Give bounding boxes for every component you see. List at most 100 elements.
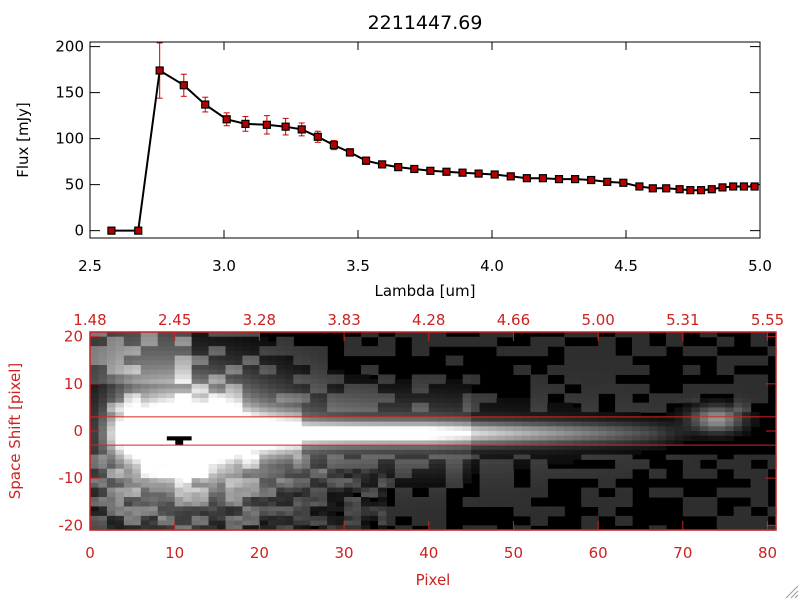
image-pixel: [691, 421, 701, 427]
image-pixel: [115, 464, 125, 470]
image-pixel: [682, 426, 692, 432]
image-pixel: [411, 454, 421, 460]
image-pixel: [411, 336, 421, 343]
image-pixel: [377, 464, 388, 470]
image-pixel: [725, 365, 735, 371]
image-pixel: [682, 398, 692, 404]
image-pixel: [572, 440, 582, 446]
image-pixel: [462, 445, 472, 451]
image-pixel: [327, 511, 337, 517]
image-pixel: [682, 464, 692, 470]
image-pixel: [242, 360, 252, 366]
image-pixel: [123, 501, 133, 508]
image-pixel: [615, 515, 625, 522]
image-pixel: [454, 435, 464, 442]
image-pixel: [742, 374, 752, 380]
image-pixel: [665, 492, 675, 498]
image-pixel: [437, 379, 447, 385]
image-pixel: [725, 487, 735, 493]
image-pixel: [183, 473, 193, 479]
image-pixel: [267, 520, 277, 526]
image-pixel: [90, 416, 100, 423]
image-pixel: [98, 525, 108, 531]
image-pixel: [344, 468, 354, 475]
image-pixel: [301, 360, 311, 366]
image-pixel: [200, 412, 210, 418]
image-pixel: [123, 511, 133, 517]
image-pixel: [301, 473, 311, 479]
image-pixel: [225, 501, 235, 508]
image-pixel: [369, 440, 379, 446]
image-pixel: [284, 473, 294, 479]
image-pixel: [564, 468, 574, 475]
image-pixel: [166, 464, 176, 470]
image-pixel: [682, 497, 692, 503]
image-pixel: [276, 435, 286, 442]
image-pixel: [496, 482, 506, 489]
image-pixel: [327, 515, 337, 522]
image-pixel: [428, 511, 438, 517]
image-pixel: [276, 360, 286, 366]
image-pixel: [327, 383, 337, 390]
image-pixel: [750, 341, 760, 347]
image-pixel: [411, 482, 421, 489]
resize-grip-icon[interactable]: [785, 585, 799, 599]
image-pixel: [504, 350, 515, 357]
image-pixel: [276, 520, 286, 526]
image-pixel: [716, 402, 726, 409]
image-pixel: [208, 454, 218, 460]
image-pixel: [699, 350, 709, 357]
image-pixel: [589, 350, 599, 357]
image-pixel: [759, 487, 769, 493]
image-pixel: [183, 332, 193, 338]
image-pixel: [191, 412, 201, 418]
image-pixel: [742, 431, 752, 437]
image-pixel: [140, 478, 150, 484]
image-pixel: [394, 487, 404, 493]
image-pixel: [140, 426, 150, 432]
image-pixel: [284, 360, 294, 366]
image-pixel: [217, 497, 227, 503]
image-pixel: [665, 341, 675, 347]
image-pixel: [276, 350, 286, 357]
image-pixel: [352, 341, 362, 347]
image-pixel: [648, 492, 659, 498]
image-pixel: [632, 440, 642, 446]
image-pixel: [504, 482, 515, 489]
image-pixel: [174, 412, 184, 418]
image-pixel: [233, 346, 244, 352]
image-pixel: [454, 402, 464, 409]
image-pixel: [310, 412, 320, 418]
image-pixel: [521, 525, 531, 531]
image-pixel: [665, 421, 675, 427]
image-pixel: [504, 346, 515, 352]
image-pixel: [445, 341, 455, 347]
image-pixel: [208, 515, 218, 522]
image-pixel: [106, 416, 117, 423]
image-pixel: [589, 449, 599, 456]
image-pixel: [106, 511, 117, 517]
image-pixel: [640, 445, 650, 451]
image-pixel: [572, 350, 582, 357]
image-pixel: [115, 506, 125, 512]
image-pixel: [598, 416, 608, 423]
image-pixel: [496, 468, 506, 475]
image-pixel: [555, 511, 565, 517]
image-pixel: [598, 473, 608, 479]
image-pixel: [267, 341, 277, 347]
image-pixel: [106, 355, 117, 361]
image-pixel: [259, 435, 269, 442]
image-pixel: [682, 369, 692, 376]
image-pixel: [598, 445, 608, 451]
image-pixel: [157, 393, 167, 399]
image-pixel: [454, 431, 464, 437]
image-pixel: [699, 416, 709, 423]
image-pixel: [183, 402, 193, 409]
image-pixel: [191, 506, 201, 512]
image-pixel: [691, 511, 701, 517]
image-pixel: [183, 426, 193, 432]
image-pixel: [674, 487, 684, 493]
image-pixel: [606, 468, 616, 475]
image-pixel: [428, 426, 438, 432]
image-pixel: [496, 478, 506, 484]
